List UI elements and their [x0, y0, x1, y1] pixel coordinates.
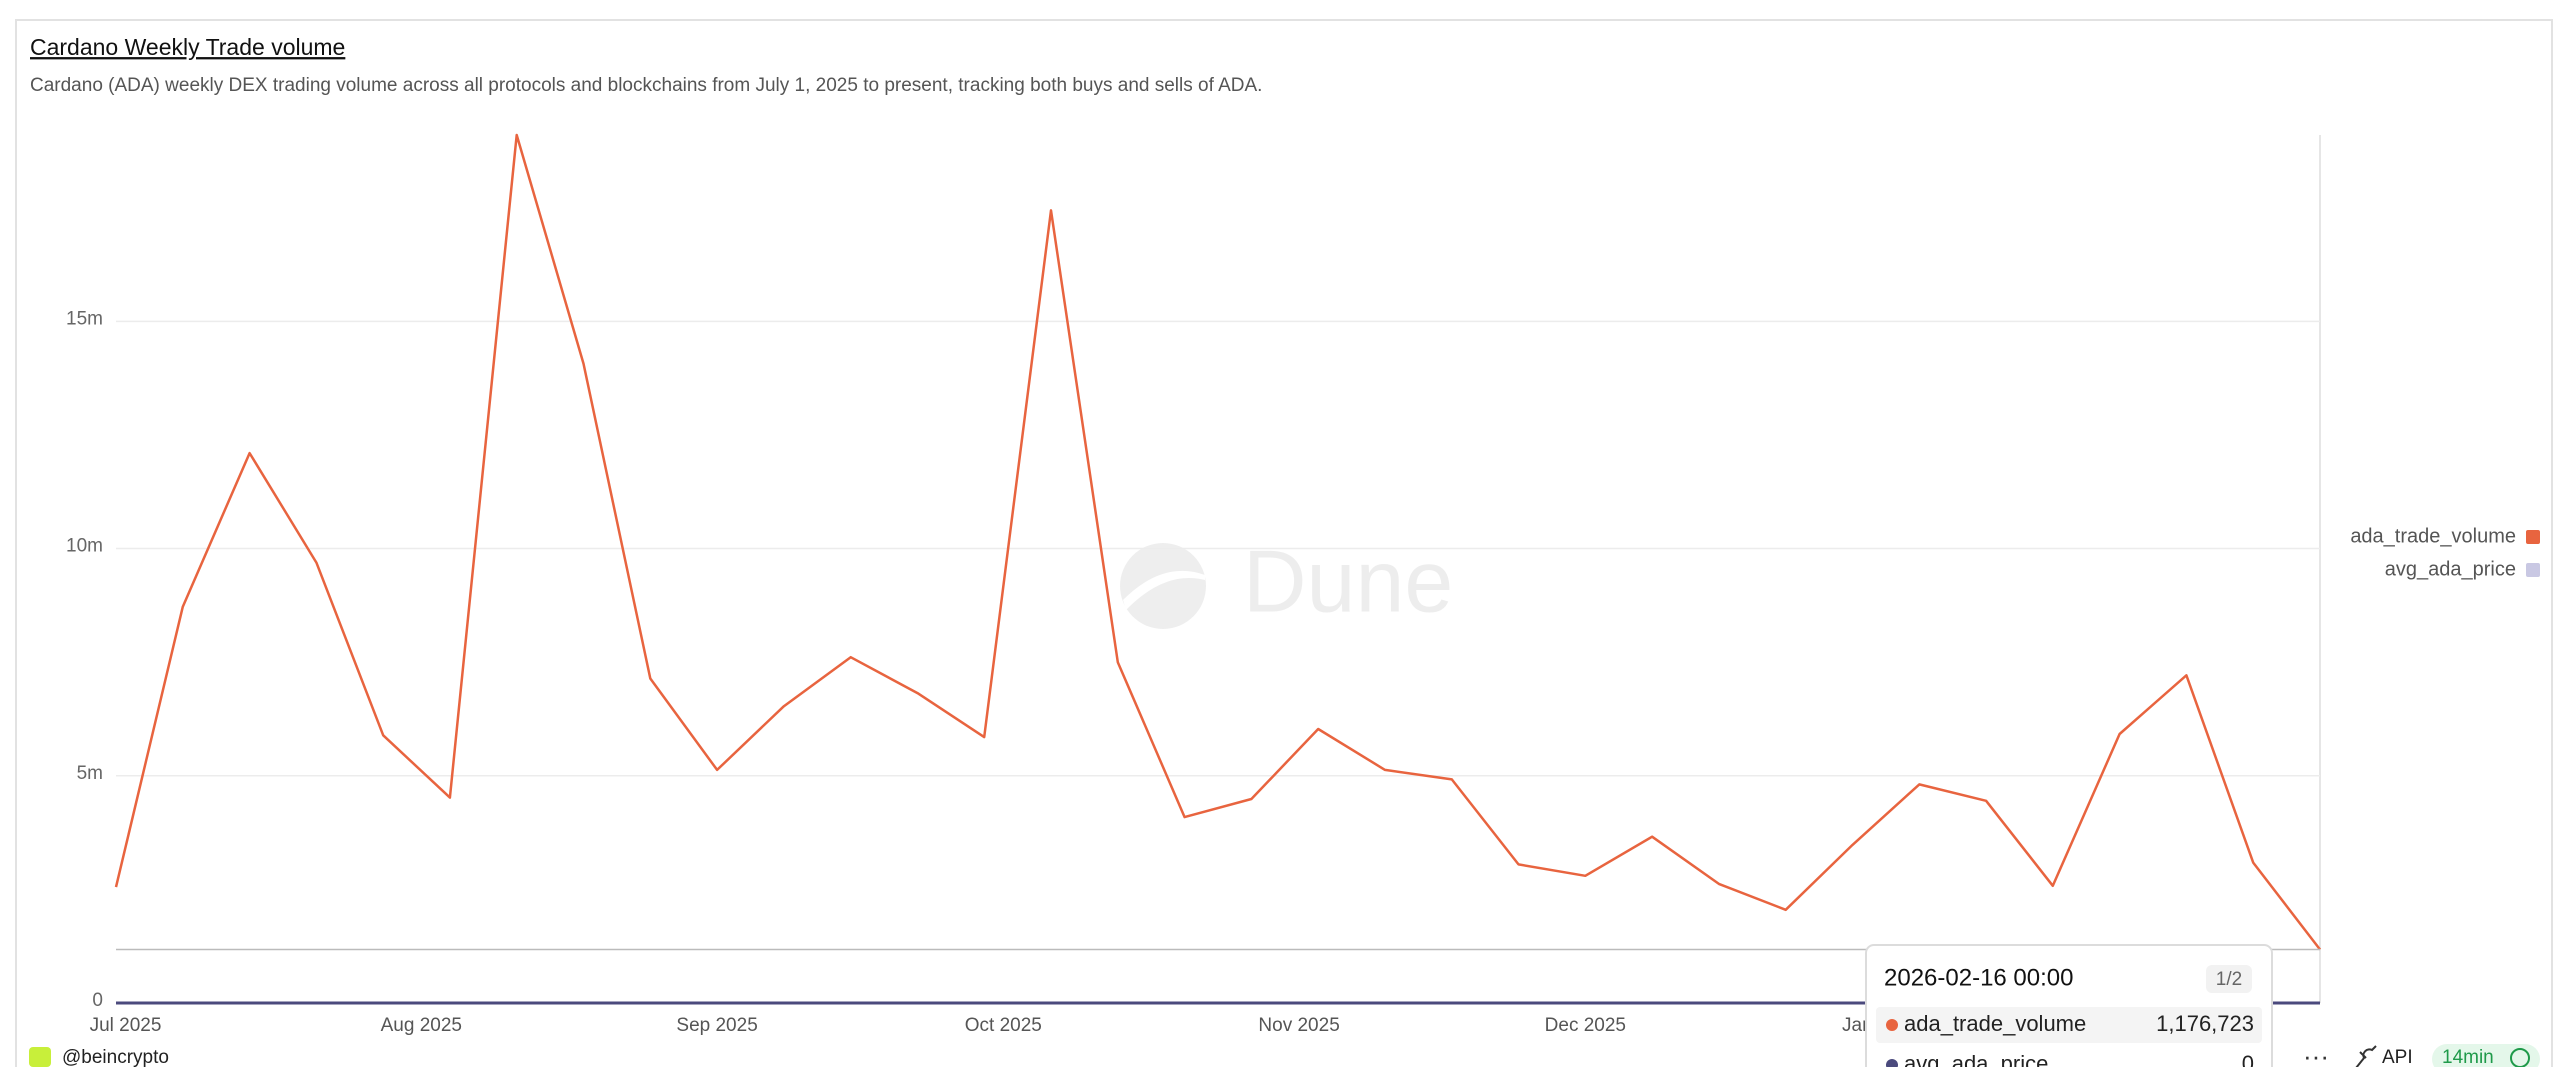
tooltip-dot — [1886, 1059, 1898, 1067]
tooltip-name: ada_trade_volume — [1904, 1011, 2086, 1036]
tooltip-page-bg — [2206, 965, 2252, 993]
tooltip-value: 1,176,723 — [2156, 1011, 2254, 1036]
watermark-text: Dune — [1243, 531, 1453, 630]
chart-subtitle: Cardano (ADA) weekly DEX trading volume … — [30, 75, 1262, 96]
legend-swatch — [2526, 563, 2540, 577]
api-button[interactable]: API — [2382, 1047, 2413, 1067]
x-tick-label: Jul 2025 — [90, 1015, 162, 1036]
footer: @beincrypto ··· API 14min — [29, 1041, 2540, 1067]
x-tick-label: Dec 2025 — [1545, 1015, 1626, 1036]
legend-label: ada_trade_volume — [2350, 525, 2516, 547]
x-tick-label: Nov 2025 — [1258, 1015, 1339, 1036]
watermark-logo — [1120, 543, 1206, 629]
more-button[interactable]: ··· — [2303, 1041, 2329, 1067]
author[interactable]: @beincrypto — [62, 1047, 169, 1067]
y-tick-label: 5m — [77, 763, 103, 784]
tooltip-title: 2026-02-16 00:00 — [1884, 964, 2074, 991]
tooltip-value: 0 — [2242, 1051, 2254, 1067]
tooltip-dot — [1886, 1019, 1898, 1031]
author-avatar — [29, 1047, 51, 1067]
panel — [15, 19, 2553, 1067]
age-badge — [2432, 1044, 2540, 1067]
watermark-logo-cut — [1123, 570, 1205, 610]
series-line — [114, 133, 2321, 951]
age-check — [2510, 1048, 2530, 1067]
chart-title[interactable]: Cardano Weekly Trade volume — [30, 34, 345, 60]
x-tick-label: Sep 2025 — [676, 1015, 757, 1036]
y-tick-label: 10m — [66, 536, 103, 557]
x-tick-label: Oct 2025 — [965, 1015, 1042, 1036]
api-icon — [2355, 1045, 2377, 1067]
age: 14min — [2442, 1047, 2494, 1067]
y-tick-label: 15m — [66, 308, 103, 329]
tooltip-page: 1/2 — [2216, 969, 2242, 990]
legend-label: avg_ada_price — [2385, 558, 2516, 580]
watermark: Dune — [1120, 531, 1453, 630]
tooltip-name: avg_ada_price — [1904, 1051, 2048, 1067]
tooltip-box — [1865, 944, 2273, 1067]
tooltip-row-bg — [1876, 1007, 2262, 1043]
legend-swatch — [2526, 530, 2540, 544]
x-tick-label: Aug 2025 — [381, 1015, 462, 1036]
y-tick-label: 0 — [92, 990, 103, 1011]
